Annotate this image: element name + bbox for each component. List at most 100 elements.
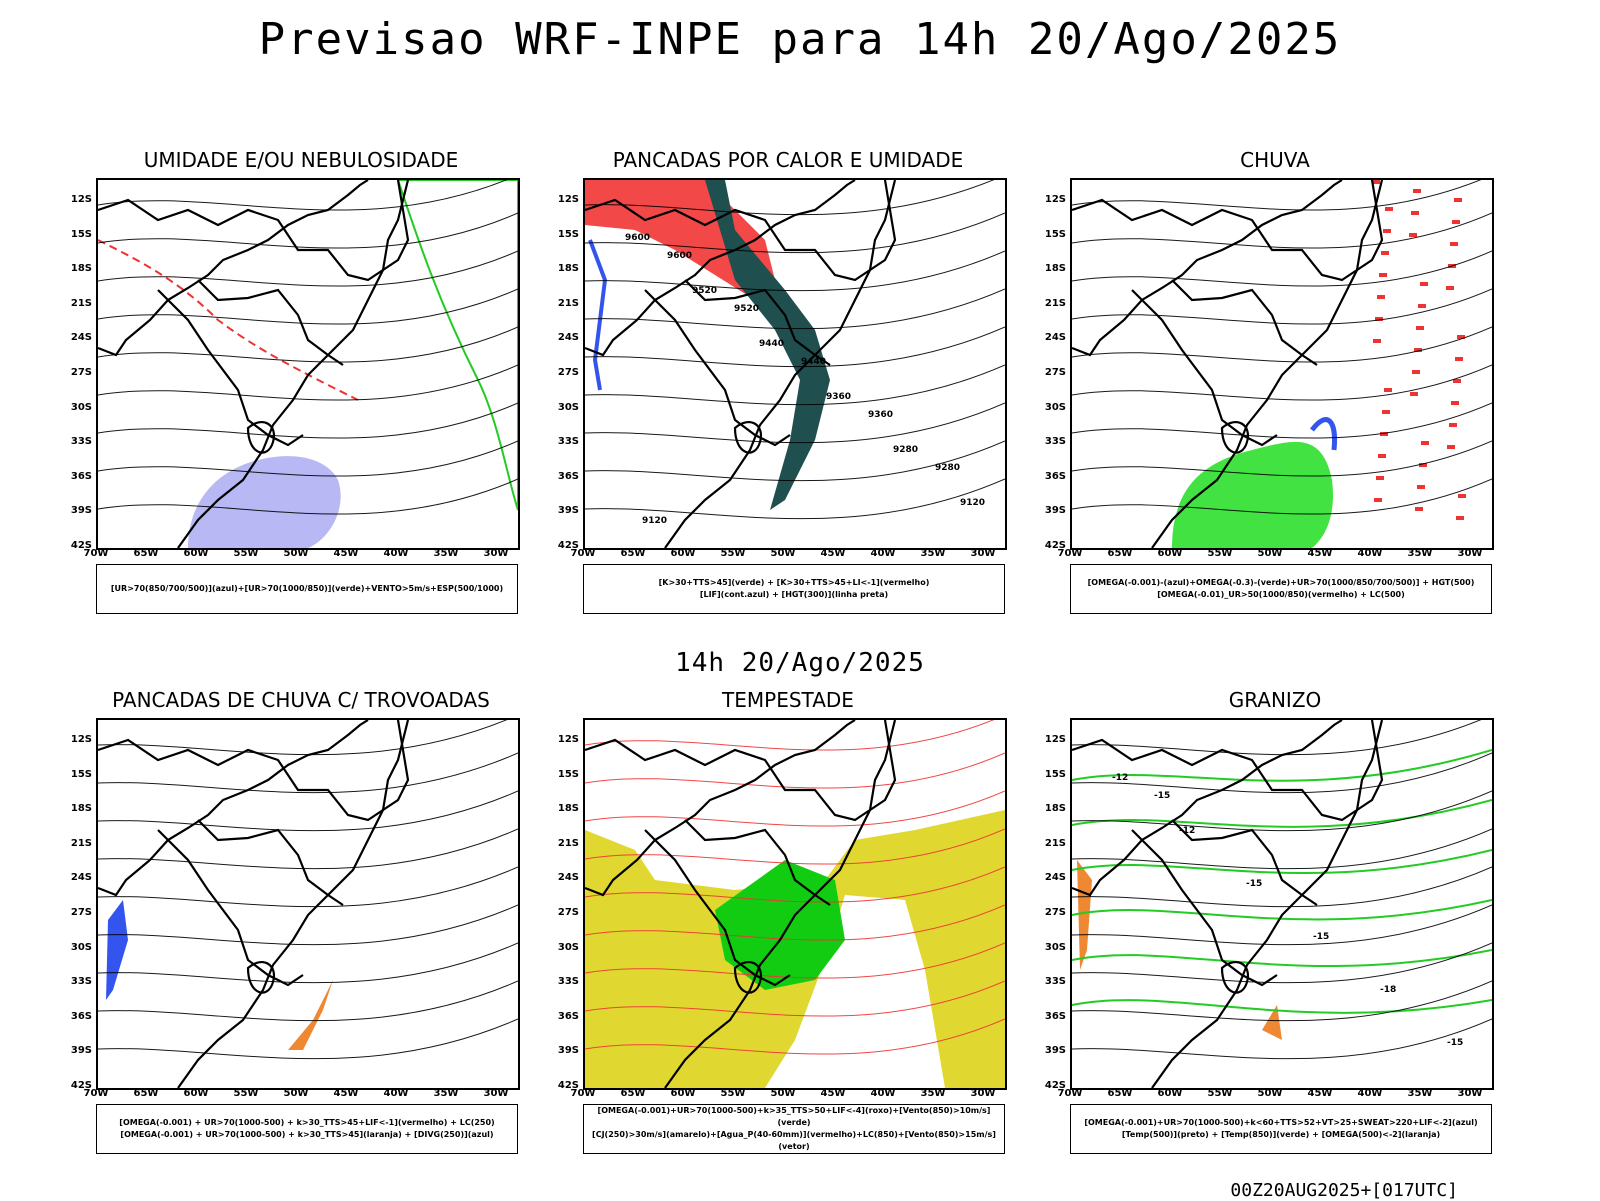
border-line: [664, 720, 897, 1088]
border-line: [1151, 180, 1384, 548]
lat-tick-label: 30S: [1044, 401, 1066, 413]
lon-tick-label: 70W: [1057, 1088, 1083, 1099]
lat-tick-label: 42S: [1044, 540, 1066, 551]
lon-tick-label: 45W: [820, 548, 846, 559]
forecast-time-label: 14h 20/Ago/2025: [675, 648, 925, 678]
border-line: [1171, 279, 1318, 366]
streamline: [585, 440, 1005, 482]
contour-label: 9280: [893, 445, 918, 455]
streamline: [585, 212, 1005, 254]
lon-tick-label: 50W: [770, 1088, 796, 1099]
panel-title: PANCADAS DE CHUVA C/ TROVOADAS: [112, 688, 490, 712]
streamline: [1072, 326, 1492, 363]
lon-tick-label: 70W: [570, 1088, 596, 1099]
border-line: [684, 279, 831, 366]
lat-tick-label: 39S: [1044, 1045, 1066, 1057]
border-line: [1072, 180, 1343, 357]
streamline: [585, 180, 995, 216]
lat-tick-label: 30S: [557, 941, 579, 953]
lon-tick-label: 55W: [720, 548, 746, 559]
streamline: [1072, 364, 1492, 401]
streamline: [98, 752, 518, 794]
map-frame: [96, 178, 520, 550]
lon-tick-label: 35W: [920, 1088, 946, 1099]
legend-line: [LIF](cont.azul) + [HGT(300)](linha pret…: [699, 590, 889, 599]
streamline: [585, 1018, 1005, 1055]
streamline: [1072, 402, 1492, 439]
map-canvas: [585, 720, 1005, 1088]
lat-tick-label: 21S: [557, 297, 579, 309]
rain-patch: [1379, 273, 1387, 277]
convective-area: [705, 180, 830, 510]
streamline: [585, 828, 1005, 865]
contour-label: 9600: [625, 233, 650, 243]
lat-tick-label: 39S: [70, 1045, 92, 1057]
contour-label: 9360: [826, 392, 851, 402]
temp850-contour: [1072, 949, 1492, 967]
contour-label: 9440: [801, 357, 826, 367]
rain-patch: [1447, 445, 1455, 449]
lon-tick-label: 40W: [383, 1088, 409, 1099]
page-title: Previsao WRF-INPE para 14h 20/Ago/2025: [258, 14, 1342, 65]
lon-tick-label: 40W: [1357, 548, 1383, 559]
border-line: [177, 720, 410, 1088]
moisture-low-contour: [396, 180, 518, 511]
rain-patch: [1456, 516, 1464, 520]
lat-tick-label: 42S: [70, 540, 92, 551]
contour-label: 9520: [692, 286, 717, 296]
lon-tick-label: 50W: [283, 548, 309, 559]
map-panel-3: CHUVA 12S 15S 18S 21S 24S 27S 30S 33S 36S 39S 42S 70…: [1040, 148, 1510, 618]
lon-tick-label: 30W: [1457, 1088, 1483, 1099]
lon-tick-label: 40W: [870, 548, 896, 559]
lon-tick-label: 30W: [483, 1088, 509, 1099]
lon-tick-label: 35W: [920, 548, 946, 559]
contour-label: 9120: [642, 516, 667, 526]
panel-legend: [OMEGA(-0.001)-(azul)+OMEGA(-0.3)-(verde…: [1070, 564, 1492, 614]
rain-patch: [1412, 370, 1420, 374]
streamline: [98, 720, 508, 756]
border-line: [684, 819, 831, 906]
panel-legend: [OMEGA(-0.001) + UR>70(1000-500) + k>30_…: [96, 1104, 518, 1154]
lagoon-outline: [246, 961, 276, 994]
map-panel-2: PANCADAS POR CALOR E UMIDADE 9600 9520 9440…: [553, 148, 1023, 618]
lon-tick-label: 50W: [283, 1088, 309, 1099]
lon-tick-label: 55W: [1207, 1088, 1233, 1099]
border-line: [1131, 289, 1278, 447]
border-line: [157, 829, 304, 987]
base-map: [585, 180, 1005, 548]
lon-tick-label: 60W: [1157, 548, 1183, 559]
lat-tick-label: 24S: [1044, 872, 1066, 884]
rain-patch: [1419, 463, 1427, 467]
lon-tick-label: 45W: [1307, 548, 1333, 559]
streamline: [98, 326, 518, 363]
lat-tick-label: 39S: [1044, 505, 1066, 517]
map-frame: [1070, 178, 1494, 550]
lat-tick-label: 27S: [70, 367, 92, 378]
lon-tick-label: 65W: [1107, 1088, 1133, 1099]
border-line: [1072, 720, 1343, 897]
map-frame: 9600 9520 9440 9360 9280 9120 9600 9520 9440 9360…: [583, 178, 1007, 550]
lat-tick-label: 18S: [557, 263, 579, 275]
streamline: [1072, 288, 1492, 325]
streamline: [1072, 250, 1492, 287]
rain-patch: [1380, 432, 1388, 436]
lat-tick-label: 24S: [1044, 332, 1066, 344]
lat-tick-label: 30S: [557, 401, 579, 413]
lon-tick-label: 70W: [83, 548, 109, 559]
lagoon-outline: [246, 421, 276, 454]
legend-line: [OMEGA(-0.001)+UR>70(1000-500)+k>35_TTS>…: [597, 1106, 991, 1127]
divergence-area: [106, 900, 128, 1000]
legend-line: [OMEGA(-0.001) + UR>70(1000-500) + k>30_…: [120, 1130, 494, 1139]
lat-tick-label: 21S: [70, 837, 92, 849]
lon-tick-label: 65W: [620, 548, 646, 559]
lat-tick-label: 21S: [1044, 837, 1066, 849]
lat-tick-label: 33S: [1044, 976, 1066, 988]
rain-patch: [1377, 295, 1385, 299]
panel-title: PANCADAS POR CALOR E UMIDADE: [612, 148, 964, 172]
rain-patch: [1382, 410, 1390, 414]
lon-tick-label: 35W: [1407, 548, 1433, 559]
lagoon-outline: [1220, 421, 1250, 454]
map-panel-4: PANCADAS DE CHUVA C/ TROVOADAS 12S 15S 18S 2…: [66, 688, 536, 1158]
legend-line: [OMEGA(-0.001)+UR>70(1000-500)+k<60+TTS>…: [1084, 1118, 1478, 1127]
lat-tick-label: 12S: [70, 734, 92, 745]
